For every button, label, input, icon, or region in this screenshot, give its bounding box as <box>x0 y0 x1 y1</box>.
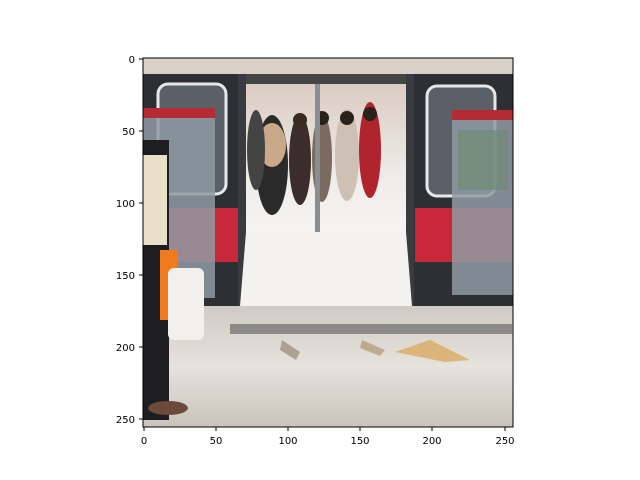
photo <box>143 58 513 427</box>
x-tick-label: 100 <box>278 436 297 447</box>
person-with-bags <box>143 140 204 420</box>
y-axis: 0 50 100 150 200 250 <box>116 55 143 426</box>
y-tick-label: 0 <box>129 55 135 66</box>
x-axis: 0 50 100 150 200 250 <box>141 427 515 447</box>
floor-grating <box>230 324 512 334</box>
y-tick-label: 200 <box>116 343 135 354</box>
y-tick-label: 250 <box>116 415 135 426</box>
x-tick-label: 200 <box>422 436 441 447</box>
axes-frame <box>142 57 514 428</box>
y-tick-label: 150 <box>116 271 135 282</box>
x-tick-label: 150 <box>350 436 369 447</box>
y-tick-label: 50 <box>122 127 135 138</box>
center-pole <box>315 84 320 282</box>
y-tick-label: 100 <box>116 199 135 210</box>
x-tick-label: 250 <box>495 436 514 447</box>
x-tick-label: 50 <box>210 436 223 447</box>
x-tick-label: 0 <box>141 436 147 447</box>
